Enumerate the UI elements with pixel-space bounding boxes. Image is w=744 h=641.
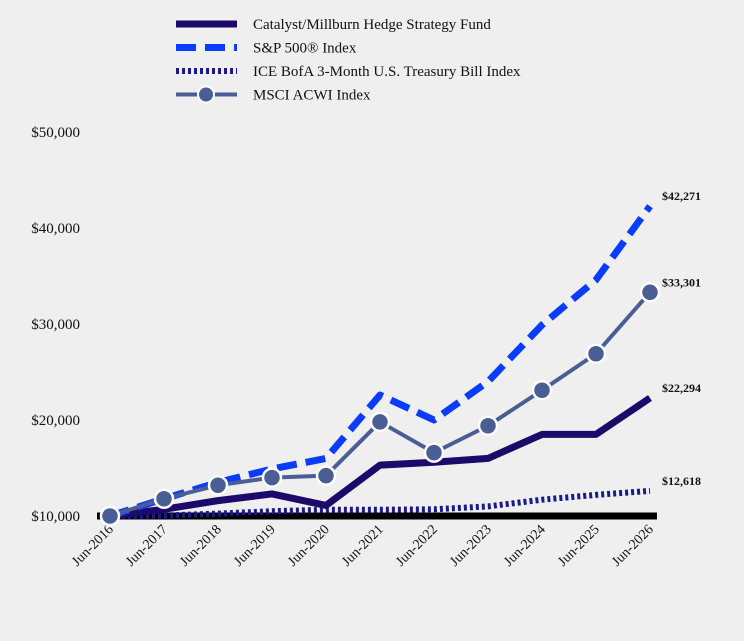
y-tick-label: $50,000	[31, 125, 80, 141]
x-tick-label: Jun-2023	[447, 522, 494, 569]
x-tick-label: Jun-2024	[501, 522, 548, 569]
series-line	[109, 487, 651, 519]
series-line	[109, 395, 652, 520]
end-value-label: $22,294	[662, 381, 701, 395]
legend-label: ICE BofA 3-Month U.S. Treasury Bill Inde…	[253, 64, 521, 80]
data-point	[369, 411, 391, 433]
end-value-label: $42,271	[662, 189, 701, 203]
legend-label: Catalyst/Millburn Hedge Strategy Fund	[253, 17, 491, 33]
data-point	[585, 343, 607, 365]
legend-marker	[197, 85, 215, 104]
y-axis: $10,000 $20,000 $30,000 $40,000 $50,000	[31, 125, 80, 525]
y-tick-label: $40,000	[31, 221, 80, 237]
end-labels: $22,294 $42,271 $12,618 $33,301	[662, 189, 701, 488]
y-tick-label: $30,000	[31, 317, 80, 333]
x-axis: Jun-2016 Jun-2017 Jun-2018 Jun-2019 Jun-2020…	[69, 512, 657, 570]
data-point	[477, 415, 499, 437]
x-tick-label: Jun-2026	[609, 522, 656, 569]
data-point	[315, 465, 337, 486]
legend-label: S&P 500® Index	[253, 41, 357, 57]
data-point	[207, 475, 229, 496]
x-tick-label: Jun-2022	[393, 522, 440, 569]
end-value-label: $33,301	[662, 275, 701, 289]
data-point	[423, 442, 445, 463]
plot-area	[99, 204, 661, 527]
y-tick-label: $10,000	[31, 509, 80, 525]
end-value-label: $12,618	[662, 474, 701, 488]
data-point	[639, 282, 661, 303]
data-point	[153, 488, 175, 509]
x-tick-label: Jun-2025	[555, 522, 602, 569]
data-point	[531, 379, 553, 401]
data-point	[261, 467, 283, 488]
legend: Catalyst/Millburn Hedge Strategy Fund S&P…	[176, 17, 521, 104]
x-tick-label: Jun-2018	[177, 522, 224, 569]
x-tick-label: Jun-2020	[285, 522, 332, 569]
series-line	[108, 204, 653, 520]
x-tick-label: Jun-2016	[69, 522, 116, 569]
x-tick-label: Jun-2017	[123, 522, 170, 569]
series-line	[109, 290, 652, 518]
x-tick-label: Jun-2019	[231, 522, 278, 569]
legend-label: MSCI ACWI Index	[253, 88, 371, 104]
data-point	[99, 505, 121, 527]
y-tick-label: $20,000	[31, 413, 80, 429]
x-tick-label: Jun-2021	[339, 522, 386, 569]
